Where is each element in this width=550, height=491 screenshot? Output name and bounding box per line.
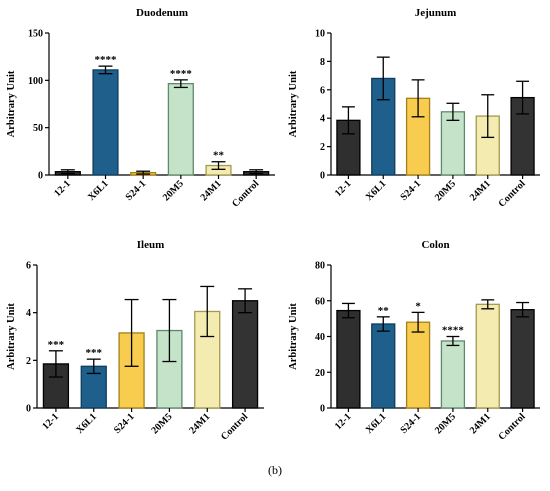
x-tick-label-control: Control xyxy=(230,178,261,209)
x-tick-label-x6l1: X6L1 xyxy=(86,178,111,203)
y-tick-label: 10 xyxy=(315,29,325,40)
chart-title: Ileum xyxy=(137,239,165,251)
significance-24m1: ** xyxy=(213,150,225,162)
y-tick-label: 0 xyxy=(320,171,325,182)
error-bar-s24-1 xyxy=(136,170,151,175)
x-tick-label-24m1: 24M1 xyxy=(468,178,493,203)
x-tick-label-s24-1: S24-1 xyxy=(112,411,137,436)
y-axis-label: Arbitrary Unit xyxy=(288,70,299,137)
x-tick-label-control: Control xyxy=(496,411,527,442)
y-tick-label: 0 xyxy=(38,171,43,182)
x-tick-label-control: Control xyxy=(219,411,250,442)
y-tick-label: 0 xyxy=(320,404,325,415)
x-tick-label-s24-1: S24-1 xyxy=(124,178,149,203)
y-tick-label: 50 xyxy=(33,123,43,134)
error-bar-control xyxy=(516,80,530,115)
y-tick-label: 40 xyxy=(315,332,325,343)
error-bar-x6l1 xyxy=(376,316,390,332)
error-bar-12-1 xyxy=(48,350,63,378)
x-tick-label-x6l1: X6L1 xyxy=(364,178,389,203)
y-tick-label: 150 xyxy=(28,29,43,40)
x-tick-label-20m5: 20M5 xyxy=(433,178,458,203)
x-tick-label-x6l1: X6L1 xyxy=(364,411,389,436)
x-tick-label-20m5: 20M5 xyxy=(433,411,458,436)
error-bar-12-1 xyxy=(60,169,75,175)
error-bar-20m5 xyxy=(446,102,460,121)
y-axis-label: Arbitrary Unit xyxy=(6,303,17,370)
x-tick-label-x6l1: X6L1 xyxy=(74,411,99,436)
bar-control xyxy=(510,309,535,409)
bar-20m5 xyxy=(440,340,466,409)
chart-colon: Colon Arbitrary Unit 0 20 40 60 80 12-1 ** X6L1 * S… xyxy=(288,239,540,443)
chart-jejunum: Jejunum Arbitrary Unit 0 2 4 6 8 10 12-1 X6L1 S24-… xyxy=(288,7,540,210)
error-bar-20m5 xyxy=(162,298,177,363)
error-bar-x6l1 xyxy=(376,56,390,101)
error-bar-control xyxy=(516,301,530,318)
x-tick-label-12-1: 12-1 xyxy=(40,411,61,432)
y-tick-label: 8 xyxy=(320,57,325,68)
y-tick-label: 2 xyxy=(320,142,325,153)
x-tick-label-s24-1: S24-1 xyxy=(399,178,424,203)
error-bar-s24-1 xyxy=(411,79,425,118)
error-bar-24m1 xyxy=(481,299,495,310)
y-tick-label: 60 xyxy=(315,296,325,307)
chart-ileum: Ileum Arbitrary Unit 0 2 4 6 *** 12-1 *** X6L1 S24… xyxy=(6,239,264,443)
error-bar-24m1 xyxy=(481,94,495,139)
error-bar-x6l1 xyxy=(98,65,113,75)
x-tick-label-24m1: 24M1 xyxy=(199,178,224,203)
bar-s24-1 xyxy=(405,321,431,409)
y-axis-label: Arbitrary Unit xyxy=(6,70,17,137)
bar-control xyxy=(231,300,259,409)
chart-title: Jejunum xyxy=(415,7,457,19)
x-tick-label-s24-1: S24-1 xyxy=(399,411,424,436)
x-tick-label-20m5: 20M5 xyxy=(161,178,186,203)
bar-12-1 xyxy=(336,309,361,409)
bar-24m1 xyxy=(475,303,500,409)
error-bar-s24-1 xyxy=(124,298,139,367)
x-tick-label-20m5: 20M5 xyxy=(149,411,174,436)
error-bar-control xyxy=(249,169,264,175)
chart-title: Duodenum xyxy=(136,7,188,19)
significance-12-1: *** xyxy=(48,339,65,351)
y-tick-label: 2 xyxy=(26,356,31,367)
significance-s24-1: * xyxy=(415,300,421,312)
y-tick-label: 6 xyxy=(320,85,325,96)
y-tick-label: 4 xyxy=(26,308,31,319)
x-tick-label-24m1: 24M1 xyxy=(187,411,212,436)
bar-x6l1 xyxy=(371,323,396,409)
bar-x6l1 xyxy=(92,69,119,176)
y-tick-label: 4 xyxy=(320,114,325,125)
y-axis-label: Arbitrary Unit xyxy=(288,303,299,370)
error-bar-control xyxy=(238,288,253,314)
bar-20m5 xyxy=(167,82,194,176)
y-tick-label: 100 xyxy=(28,76,43,87)
x-tick-label-24m1: 24M1 xyxy=(468,411,493,436)
error-bar-24m1 xyxy=(200,285,215,338)
significance-20m5: **** xyxy=(170,68,193,80)
error-bar-20m5 xyxy=(446,335,460,347)
significance-x6l1: ** xyxy=(378,305,390,317)
y-tick-label: 20 xyxy=(315,368,325,379)
error-bar-24m1 xyxy=(211,161,226,170)
error-bar-x6l1 xyxy=(86,358,101,375)
chart-duodenum: Duodenum Arbitrary Unit 0 50 100 150 12-1 **** X… xyxy=(6,7,275,210)
y-tick-label: 0 xyxy=(26,404,31,415)
significance-x6l1: *** xyxy=(86,347,103,359)
y-tick-label: 80 xyxy=(315,261,325,272)
bar-20m5 xyxy=(440,111,466,176)
figure-caption: (b) xyxy=(268,463,282,477)
x-tick-label-12-1: 12-1 xyxy=(333,411,354,432)
significance-20m5: **** xyxy=(442,325,465,337)
y-tick-label: 6 xyxy=(26,261,31,272)
error-bar-12-1 xyxy=(341,106,355,135)
x-tick-label-12-1: 12-1 xyxy=(333,178,354,199)
error-bar-12-1 xyxy=(341,302,355,319)
error-bar-s24-1 xyxy=(411,311,425,333)
x-tick-label-12-1: 12-1 xyxy=(52,178,73,199)
significance-x6l1: **** xyxy=(95,54,118,66)
error-bar-20m5 xyxy=(173,79,188,89)
x-tick-label-control: Control xyxy=(496,178,527,209)
chart-title: Colon xyxy=(421,239,449,251)
